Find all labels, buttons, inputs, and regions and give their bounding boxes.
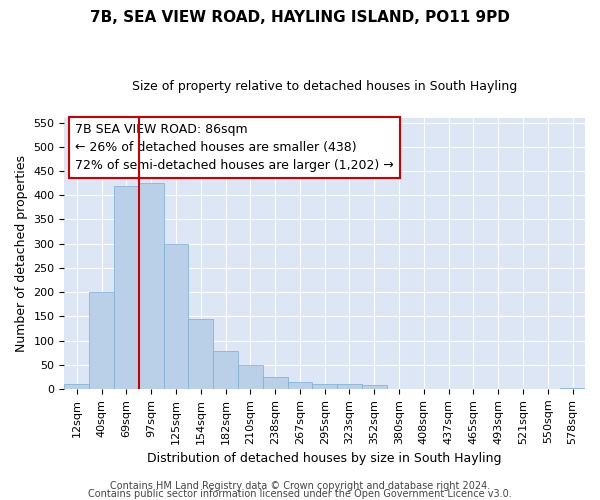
Bar <box>238 364 263 389</box>
Bar <box>337 384 362 389</box>
Bar <box>213 351 238 389</box>
Bar <box>287 382 313 389</box>
Bar <box>560 388 585 389</box>
Bar <box>139 183 164 389</box>
Y-axis label: Number of detached properties: Number of detached properties <box>15 155 28 352</box>
Title: Size of property relative to detached houses in South Hayling: Size of property relative to detached ho… <box>132 80 517 93</box>
Text: Contains public sector information licensed under the Open Government Licence v3: Contains public sector information licen… <box>88 489 512 499</box>
Text: Contains HM Land Registry data © Crown copyright and database right 2024.: Contains HM Land Registry data © Crown c… <box>110 481 490 491</box>
Bar <box>313 384 337 389</box>
Bar <box>89 292 114 389</box>
Bar <box>64 384 89 389</box>
Text: 7B SEA VIEW ROAD: 86sqm
← 26% of detached houses are smaller (438)
72% of semi-d: 7B SEA VIEW ROAD: 86sqm ← 26% of detache… <box>75 123 394 172</box>
Bar <box>362 385 386 389</box>
Bar <box>164 244 188 389</box>
X-axis label: Distribution of detached houses by size in South Hayling: Distribution of detached houses by size … <box>148 452 502 465</box>
Bar <box>188 318 213 389</box>
Bar <box>263 377 287 389</box>
Text: 7B, SEA VIEW ROAD, HAYLING ISLAND, PO11 9PD: 7B, SEA VIEW ROAD, HAYLING ISLAND, PO11 … <box>90 10 510 25</box>
Bar <box>114 186 139 389</box>
